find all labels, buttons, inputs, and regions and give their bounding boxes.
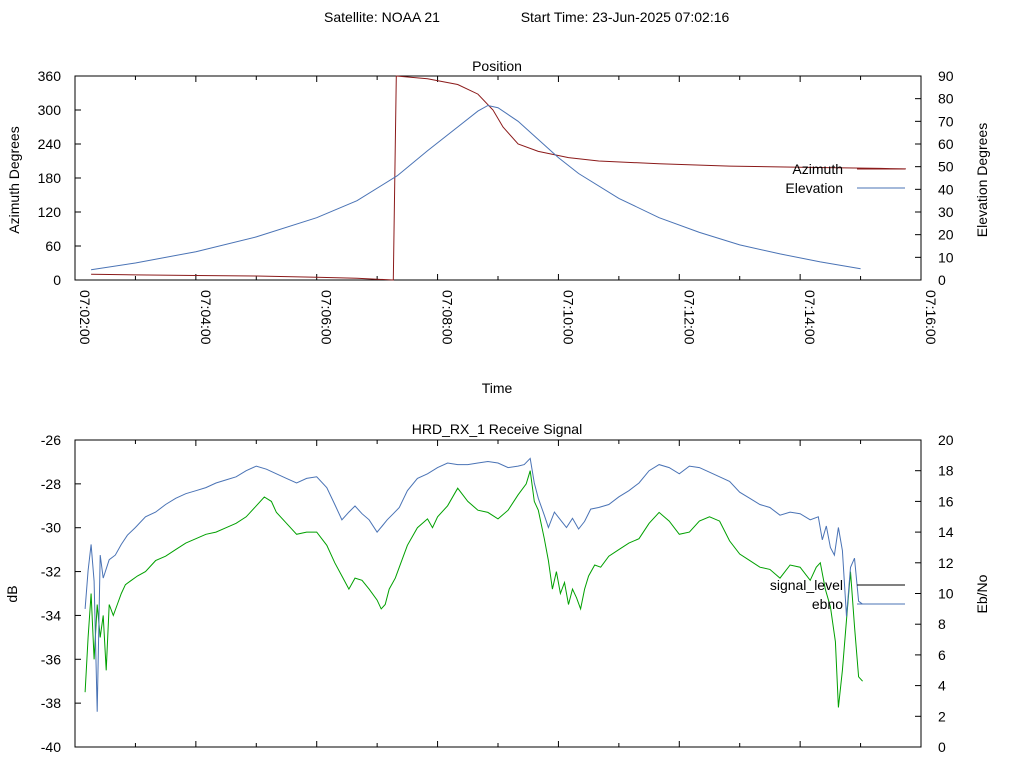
position-legend: Azimuth Elevation — [785, 161, 905, 196]
p1-y2-tick-label: 0 — [938, 272, 946, 288]
p2-y-tick-label: -30 — [41, 520, 61, 536]
p1-y-tick-label: 0 — [53, 272, 61, 288]
p2-y2-tick-label: 18 — [938, 463, 954, 479]
position-tick-marks — [74, 75, 922, 281]
p2-y-tick-label: -34 — [41, 607, 61, 623]
signal-tick-marks — [74, 439, 922, 748]
p1-legend-label: Azimuth — [792, 161, 843, 177]
p2-y2-tick-label: 12 — [938, 555, 954, 571]
position-title: Position — [472, 58, 522, 74]
p1-x-tick-label: 07:06:00 — [319, 290, 335, 345]
p2-y-tick-label: -32 — [41, 564, 61, 580]
p1-x-tick-label: 07:10:00 — [560, 290, 576, 345]
p1-x-tick-label: 07:08:00 — [440, 290, 456, 345]
p1-y2-tick-label: 60 — [938, 136, 954, 152]
position-plot-frame — [74, 75, 922, 281]
position-y-tick-labels: 0 60 120 180 240 300 360 — [38, 68, 62, 288]
p2-y2-tick-label: 14 — [938, 524, 954, 540]
p2-y2-tick-label: 10 — [938, 586, 954, 602]
p1-series-elevation — [91, 104, 861, 271]
p1-y2-tick-label: 30 — [938, 204, 954, 220]
p1-series-azimuth — [91, 75, 906, 281]
p2-legend-label: signal_level — [770, 577, 843, 593]
p1-legend-label: Elevation — [785, 180, 843, 196]
p2-y2-tick-label: 2 — [938, 708, 946, 724]
p2-y-tick-label: -40 — [41, 739, 61, 755]
position-y-axis-label: Azimuth Degrees — [6, 126, 22, 233]
position-y2-axis-label: Elevation Degrees — [974, 123, 990, 237]
p1-y2-tick-label: 80 — [938, 91, 954, 107]
signal-title: HRD_RX_1 Receive Signal — [412, 421, 582, 437]
p1-y-tick-label: 240 — [38, 136, 62, 152]
p1-y-tick-label: 120 — [38, 204, 62, 220]
header-start-time: Start Time: 23-Jun-2025 07:02:16 — [521, 9, 730, 25]
p2-y2-tick-label: 20 — [938, 432, 954, 448]
p2-legend-label: ebno — [812, 596, 843, 612]
p2-series-ebno — [84, 457, 863, 712]
p1-y2-tick-label: 70 — [938, 113, 954, 129]
p1-y2-tick-label: 50 — [938, 159, 954, 175]
p2-y2-tick-label: 4 — [938, 678, 946, 694]
p1-x-tick-label: 07:16:00 — [923, 290, 939, 345]
p1-y2-tick-label: 90 — [938, 68, 954, 84]
p1-y2-tick-label: 20 — [938, 227, 954, 243]
signal-plot-frame — [74, 439, 922, 748]
p1-y-tick-label: 360 — [38, 68, 62, 84]
p2-y2-tick-label: 16 — [938, 493, 954, 509]
p1-x-tick-label: 07:12:00 — [681, 290, 697, 345]
signal-chart: HRD_RX_1 Receive Signal -40-38-36-34-32-… — [4, 421, 990, 755]
position-y2-tick-labels: 0 10 20 30 40 50 60 70 80 90 — [938, 68, 954, 288]
signal-y2-axis-label: Eb/No — [974, 574, 990, 613]
p2-y2-tick-label: 0 — [938, 739, 946, 755]
p2-series-signal-level — [84, 470, 863, 708]
p2-y2-tick-label: 8 — [938, 616, 946, 632]
p2-y2-tick-label: 6 — [938, 647, 946, 663]
p1-y-tick-label: 300 — [38, 102, 62, 118]
p1-y2-tick-label: 40 — [938, 181, 954, 197]
p2-y-tick-label: -28 — [41, 476, 61, 492]
signal-y-tick-labels: -40 -38 -36 -34 -32 -30 -28 -26 — [41, 432, 61, 755]
p1-x-tick-label: 07:14:00 — [802, 290, 818, 345]
p1-y-tick-label: 60 — [45, 238, 61, 254]
header-satellite: Satellite: NOAA 21 — [324, 9, 440, 25]
p2-y-tick-label: -26 — [41, 432, 61, 448]
p1-y2-tick-label: 10 — [938, 249, 954, 265]
position-chart: Position 0 60 120 180 240 300 360 0 10 20 30 40 50 6… — [6, 58, 990, 396]
p1-x-tick-label: 07:04:00 — [198, 290, 214, 345]
position-x-axis-label: Time — [482, 380, 513, 396]
signal-y-axis-label: dB — [4, 585, 20, 602]
p2-y-tick-label: -38 — [41, 695, 61, 711]
signal-y2-tick-labels: 0 2 4 6 8 10 12 14 16 18 20 — [938, 432, 954, 755]
p1-x-tick-label: 07:02:00 — [77, 290, 93, 345]
p2-y-tick-label: -36 — [41, 651, 61, 667]
position-x-tick-labels: 07:02:00 07:04:00 07:06:00 07:08:00 07:10:00… — [77, 290, 939, 345]
p1-y-tick-label: 180 — [38, 170, 62, 186]
